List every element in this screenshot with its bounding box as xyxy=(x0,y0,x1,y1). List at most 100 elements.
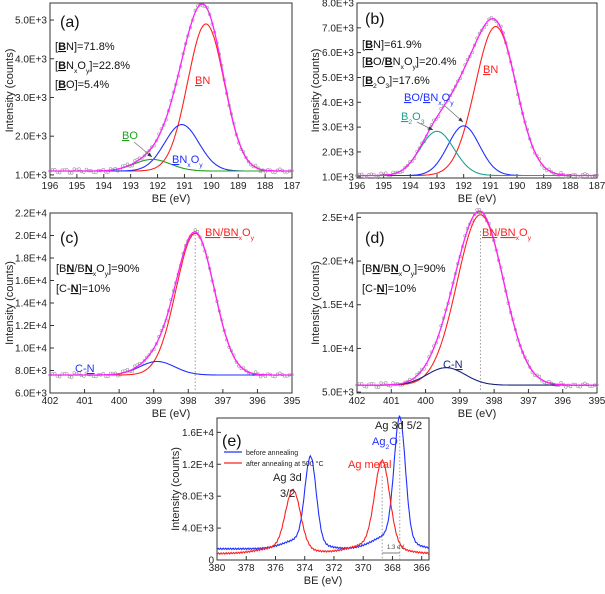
data-point xyxy=(480,210,484,214)
label-part: N xyxy=(66,263,74,275)
label-part: N xyxy=(372,263,380,275)
label-part: [ xyxy=(55,41,58,53)
y-tick-label: 1.8E+4 xyxy=(15,254,47,265)
y-tick-label: 1.6E+4 xyxy=(182,428,214,439)
x-tick-label: 395 xyxy=(284,396,301,407)
label-part: O xyxy=(77,60,86,72)
label-part: ]=10% xyxy=(385,283,417,295)
label-part: B xyxy=(404,92,411,104)
label-part: ]=20.4% xyxy=(416,56,457,68)
component-curve-BN/BNxOy xyxy=(357,214,597,386)
label-part: O xyxy=(389,436,398,448)
x-tick-label: 366 xyxy=(413,563,430,574)
label-part: x xyxy=(187,162,191,169)
plot-frame xyxy=(356,2,598,179)
composition-text: [BN]=71.8% xyxy=(55,41,115,53)
panel-tag: (c) xyxy=(60,230,79,247)
y-tick-label: 4.0E+3 xyxy=(15,54,47,65)
label-part: N xyxy=(377,283,385,295)
component-curve-BO/BNxOy xyxy=(357,125,597,177)
series-line-1 xyxy=(216,458,430,556)
x-tick-label: 402 xyxy=(349,396,366,407)
x-tick-label: 396 xyxy=(249,396,266,407)
x-tick-label: 400 xyxy=(111,396,128,407)
label-part: B xyxy=(365,75,373,87)
y-tick-label: 5.0E+3 xyxy=(322,73,354,84)
data-point xyxy=(405,164,410,168)
arrow-head-icon xyxy=(458,117,463,122)
y-tick-label: 1.0E+4 xyxy=(322,344,354,355)
x-tick-label: 372 xyxy=(326,563,343,574)
data-point xyxy=(379,381,383,385)
component-curve-B2O3 xyxy=(357,130,597,177)
data-point xyxy=(125,367,130,372)
label-part: B xyxy=(401,111,408,123)
x-tick-label: 368 xyxy=(384,563,401,574)
label-part: N xyxy=(490,64,498,76)
label-part: x xyxy=(516,235,520,242)
label-part: B xyxy=(365,39,373,51)
label-part: O xyxy=(129,130,138,142)
label-part: N xyxy=(391,263,399,275)
legend-label: before annealing xyxy=(246,450,298,457)
y-tick-label: 1.0E+4 xyxy=(15,344,47,355)
composition-text: [B2O3]=17.6% xyxy=(362,75,430,90)
peak-annotation: Ag 3d xyxy=(273,472,302,484)
y-axis-label: Intensity (counts) xyxy=(310,49,322,133)
data-point xyxy=(58,375,62,379)
x-tick-label: 192 xyxy=(149,181,166,192)
composition-text: [C-N]=10% xyxy=(56,283,110,295)
label-part: y xyxy=(413,64,417,71)
label-part: y xyxy=(450,100,454,107)
x-tick-label: 397 xyxy=(520,396,537,407)
y-tick-label: 1.0E+3 xyxy=(322,172,354,183)
label-part: y xyxy=(251,235,255,242)
label-part: N xyxy=(393,56,401,68)
x-tick-label: 194 xyxy=(402,181,419,192)
label-part: N xyxy=(87,363,95,375)
panel-c: 402 401 400 399 398 397 396 395 6.0E+3 8.0E+3 1.0E… xyxy=(4,209,301,421)
x-tick-label: 398 xyxy=(180,396,197,407)
label-part: y xyxy=(105,271,109,278)
label-part: x xyxy=(93,271,97,278)
label-part: [ xyxy=(55,60,58,72)
plot-frame xyxy=(216,417,430,561)
label-part: O xyxy=(191,154,200,166)
composition-text: [BN/BNxOy]=90% xyxy=(362,263,446,278)
y-tick-label: 2.0E+3 xyxy=(322,147,354,158)
label-part: 2 xyxy=(408,119,412,126)
label-part: O/ xyxy=(411,92,424,104)
component-curve-C-N xyxy=(357,367,597,386)
peak-label: B2O3 xyxy=(401,111,425,126)
label-part: [B xyxy=(56,263,66,275)
label-part: [B xyxy=(362,263,372,275)
peak-label: BO/BNxOy xyxy=(404,92,454,107)
x-tick-label: 189 xyxy=(230,181,247,192)
x-tick-label: 401 xyxy=(383,396,400,407)
label-part: B xyxy=(58,79,66,91)
label-part: / xyxy=(220,227,224,239)
x-tick-label: 376 xyxy=(267,563,284,574)
composition-text: [BN/BNxOy]=90% xyxy=(56,263,140,278)
x-tick-label: 189 xyxy=(535,181,552,192)
y-axis-label: Intensity (counts) xyxy=(310,261,322,345)
x-tick-label: 396 xyxy=(554,396,571,407)
label-part: x xyxy=(438,100,442,107)
composition-text: [BO/BNxOy]=20.4% xyxy=(362,56,457,71)
data-point xyxy=(559,171,563,175)
label-part: 3 xyxy=(421,119,425,126)
x-tick-label: 399 xyxy=(145,396,162,407)
data-point xyxy=(70,375,74,379)
y-tick-label: 2.0E+3 xyxy=(15,132,47,143)
x-tick-label: 194 xyxy=(95,181,112,192)
y-tick-label: 6.0E+3 xyxy=(15,389,47,400)
label-part: C- xyxy=(75,363,87,375)
y-tick-label: 4.0E+3 xyxy=(182,524,214,535)
x-axis-label: BE (eV) xyxy=(304,575,343,587)
panel-tag: (a) xyxy=(60,14,80,31)
data-point xyxy=(473,212,477,217)
data-point xyxy=(377,385,381,389)
x-tick-label: 374 xyxy=(296,563,313,574)
peak-annotation: 1.3 eV xyxy=(387,545,404,551)
